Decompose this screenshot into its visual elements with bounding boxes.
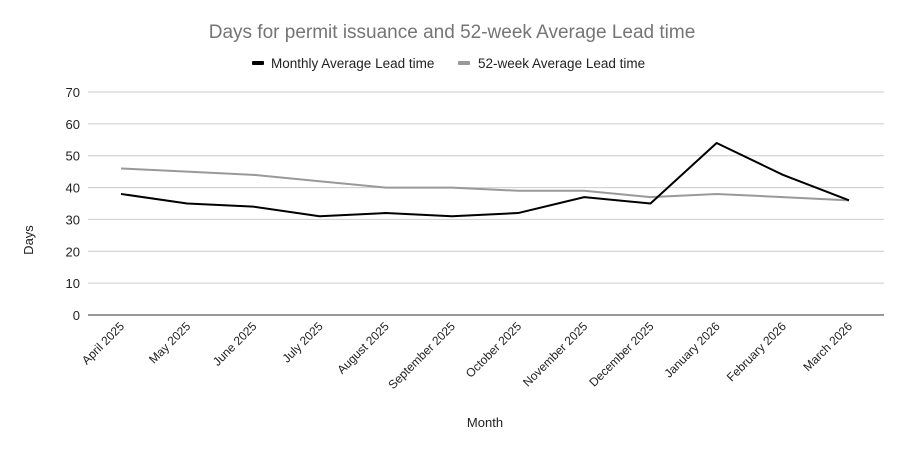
y-tick-label: 50 (66, 149, 80, 164)
y-tick-label: 60 (66, 117, 80, 132)
x-tick-label: September 2025 (385, 319, 458, 392)
x-tick-label: July 2025 (279, 319, 325, 365)
x-tick-label: April 2025 (79, 319, 127, 367)
y-tick-label: 70 (66, 85, 80, 100)
legend: Monthly Average Lead time 52-week Averag… (252, 56, 645, 71)
legend-swatch-monthly (252, 61, 264, 65)
legend-swatch-52week (458, 61, 470, 65)
legend-label-monthly: Monthly Average Lead time (271, 56, 434, 71)
x-tick-label: August 2025 (334, 319, 392, 377)
chart-title: Days for permit issuance and 52-week Ave… (209, 22, 696, 43)
x-tick-label: November 2025 (520, 319, 591, 390)
y-tick-label: 40 (66, 181, 80, 196)
x-tick-label: October 2025 (463, 319, 525, 381)
y-tick-label: 30 (66, 212, 80, 227)
x-tick-label: June 2025 (210, 319, 260, 369)
x-tick-label: February 2026 (724, 319, 789, 384)
y-axis-label: Days (21, 225, 36, 255)
x-tick-label: December 2025 (586, 319, 657, 390)
legend-label-52week: 52-week Average Lead time (478, 56, 645, 71)
x-tick-label: March 2026 (800, 319, 855, 374)
series-line-monthly-average-lead-time (120, 141, 850, 218)
x-tick-label: January 2026 (661, 319, 723, 381)
y-tick-label: 0 (73, 308, 80, 323)
y-tick-label: 10 (66, 276, 80, 291)
y-tick-label: 20 (66, 244, 80, 259)
x-tick-label: May 2025 (146, 319, 193, 366)
series-line-52-week-average-lead-time (120, 167, 850, 202)
x-axis-label: Month (467, 415, 503, 430)
